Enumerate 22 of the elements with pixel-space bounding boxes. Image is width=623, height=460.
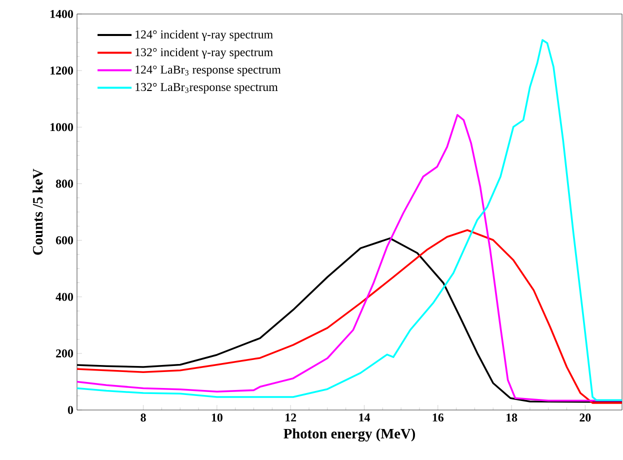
legend-label: 124° LaBr$_{3}$ response spectrum [136,66,281,76]
y-tick-label: 600 [56,236,74,244]
x-tick-label: 18 [506,414,518,422]
x-tick-label: 16 [432,414,444,422]
legend-label: 132° LaBr$_{3}$response spectrum [136,82,278,94]
y-tick-label: 200 [56,349,74,358]
y-tick-label: 1400 [50,10,74,18]
x-tick-label: 14 [359,414,370,422]
y-axis-title: Counts /5 keV [32,168,43,255]
legend-label: 132° incident γ-ray spectrum [136,48,273,59]
x-axis-title: Photon energy (MeV) [284,428,416,442]
x-tick-label: 8 [140,414,146,422]
y-tick-label: 1000 [50,123,74,132]
x-tick-label: 12 [286,414,296,422]
y-tick-label: 0 [68,406,74,414]
x-tick-label: 20 [580,414,591,422]
legend-label: 124° incident γ-ray spectrum [136,30,273,41]
y-tick-label: 800 [56,180,74,188]
x-tick-label: 10 [212,414,222,422]
y-tick-label: 400 [56,292,74,301]
line-series [77,114,622,402]
y-tick-label: 1200 [50,66,74,75]
